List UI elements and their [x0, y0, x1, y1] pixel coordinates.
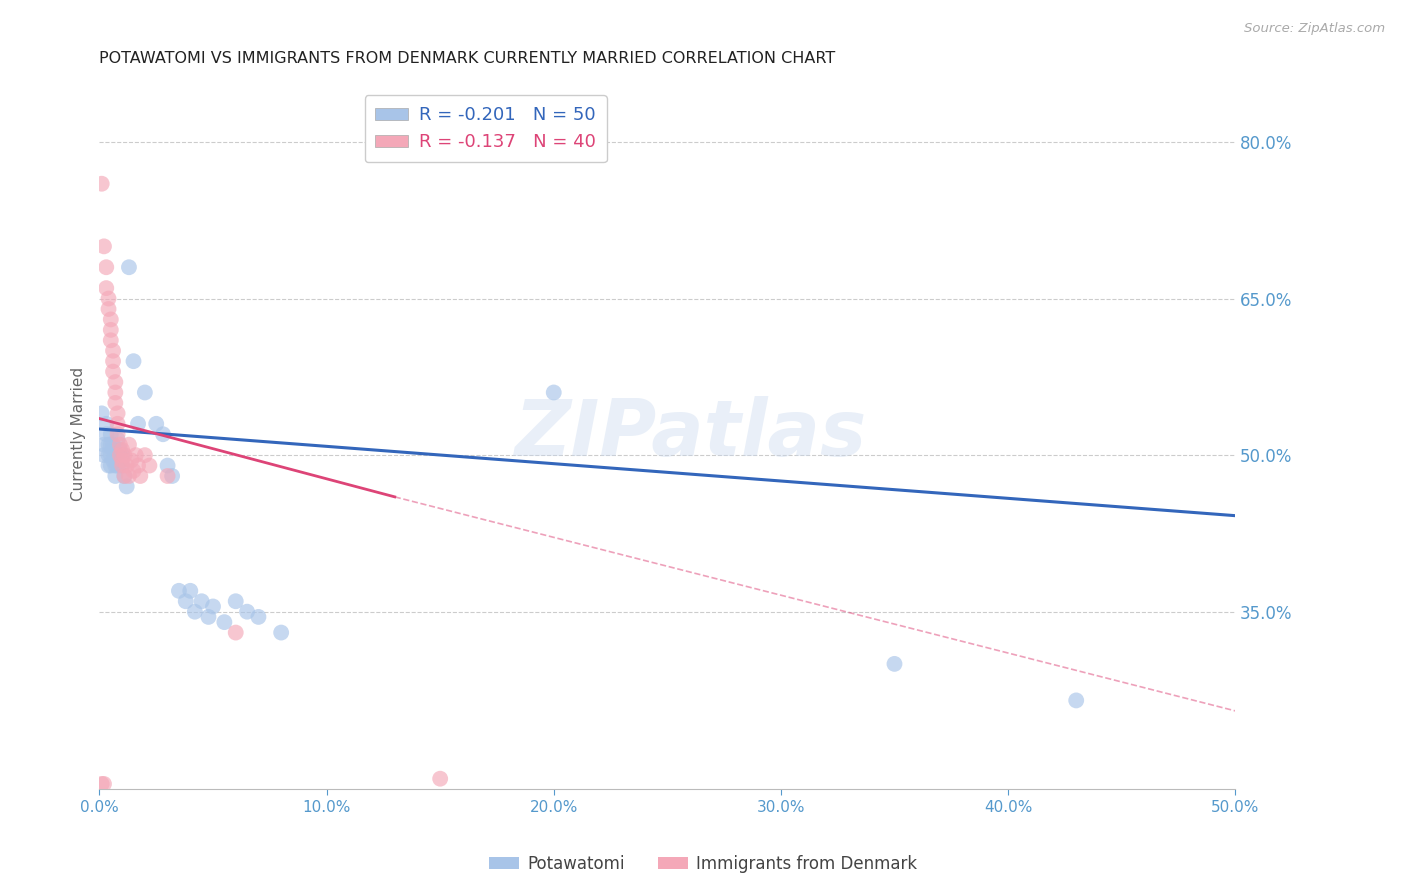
Point	[122, 464, 145, 478]
Point	[96, 281, 118, 295]
Point	[111, 458, 134, 473]
Point	[174, 594, 197, 608]
Point	[127, 458, 149, 473]
Point	[97, 448, 120, 462]
Point	[129, 469, 152, 483]
Point	[93, 448, 115, 462]
Point	[184, 605, 207, 619]
Point	[883, 657, 905, 671]
Point	[225, 594, 247, 608]
Point	[197, 610, 219, 624]
Point	[101, 343, 124, 358]
Point	[107, 458, 129, 473]
Point	[101, 438, 124, 452]
Point	[543, 385, 565, 400]
Point	[111, 448, 134, 462]
Point	[115, 458, 138, 473]
Point	[104, 375, 127, 389]
Point	[118, 469, 141, 483]
Point	[127, 417, 149, 431]
Point	[122, 354, 145, 368]
Point	[90, 777, 112, 791]
Point	[107, 448, 129, 462]
Point	[101, 365, 124, 379]
Point	[111, 442, 134, 457]
Point	[118, 438, 141, 452]
Point	[101, 354, 124, 368]
Point	[100, 323, 122, 337]
Point	[101, 453, 124, 467]
Point	[429, 772, 451, 786]
Point	[111, 458, 134, 473]
Point	[111, 453, 134, 467]
Point	[270, 625, 292, 640]
Legend: R = -0.201   N = 50, R = -0.137   N = 40: R = -0.201 N = 50, R = -0.137 N = 40	[364, 95, 606, 162]
Point	[100, 458, 122, 473]
Text: Source: ZipAtlas.com: Source: ZipAtlas.com	[1244, 22, 1385, 36]
Point	[112, 469, 135, 483]
Point	[97, 458, 120, 473]
Point	[108, 442, 131, 457]
Point	[104, 396, 127, 410]
Point	[247, 610, 270, 624]
Point	[236, 605, 259, 619]
Point	[100, 448, 122, 462]
Point	[104, 458, 127, 473]
Legend: Potawatomi, Immigrants from Denmark: Potawatomi, Immigrants from Denmark	[482, 848, 924, 880]
Point	[156, 469, 179, 483]
Point	[112, 469, 135, 483]
Point	[1064, 693, 1087, 707]
Point	[93, 777, 115, 791]
Point	[96, 260, 118, 275]
Point	[100, 427, 122, 442]
Point	[179, 583, 201, 598]
Point	[101, 442, 124, 457]
Point	[120, 453, 142, 467]
Point	[90, 406, 112, 420]
Text: ZIPatlas: ZIPatlas	[515, 396, 866, 472]
Point	[107, 417, 129, 431]
Point	[134, 448, 156, 462]
Point	[156, 458, 179, 473]
Point	[125, 448, 148, 462]
Point	[96, 417, 118, 431]
Point	[108, 453, 131, 467]
Point	[167, 583, 190, 598]
Point	[100, 312, 122, 326]
Point	[93, 239, 115, 253]
Point	[100, 438, 122, 452]
Text: POTAWATOMI VS IMMIGRANTS FROM DENMARK CURRENTLY MARRIED CORRELATION CHART: POTAWATOMI VS IMMIGRANTS FROM DENMARK CU…	[100, 51, 835, 66]
Point	[107, 433, 129, 447]
Point	[108, 438, 131, 452]
Point	[104, 385, 127, 400]
Point	[100, 334, 122, 348]
Point	[107, 406, 129, 420]
Point	[104, 469, 127, 483]
Point	[104, 448, 127, 462]
Point	[97, 438, 120, 452]
Point	[97, 301, 120, 316]
Point	[214, 615, 236, 629]
Point	[112, 448, 135, 462]
Point	[93, 438, 115, 452]
Point	[134, 385, 156, 400]
Point	[97, 292, 120, 306]
Point	[225, 625, 247, 640]
Point	[96, 427, 118, 442]
Point	[190, 594, 212, 608]
Point	[145, 417, 167, 431]
Point	[107, 427, 129, 442]
Point	[90, 177, 112, 191]
Point	[108, 448, 131, 462]
Point	[152, 427, 174, 442]
Y-axis label: Currently Married: Currently Married	[72, 368, 86, 501]
Point	[138, 458, 160, 473]
Point	[202, 599, 225, 614]
Point	[160, 469, 183, 483]
Point	[115, 479, 138, 493]
Point	[118, 260, 141, 275]
